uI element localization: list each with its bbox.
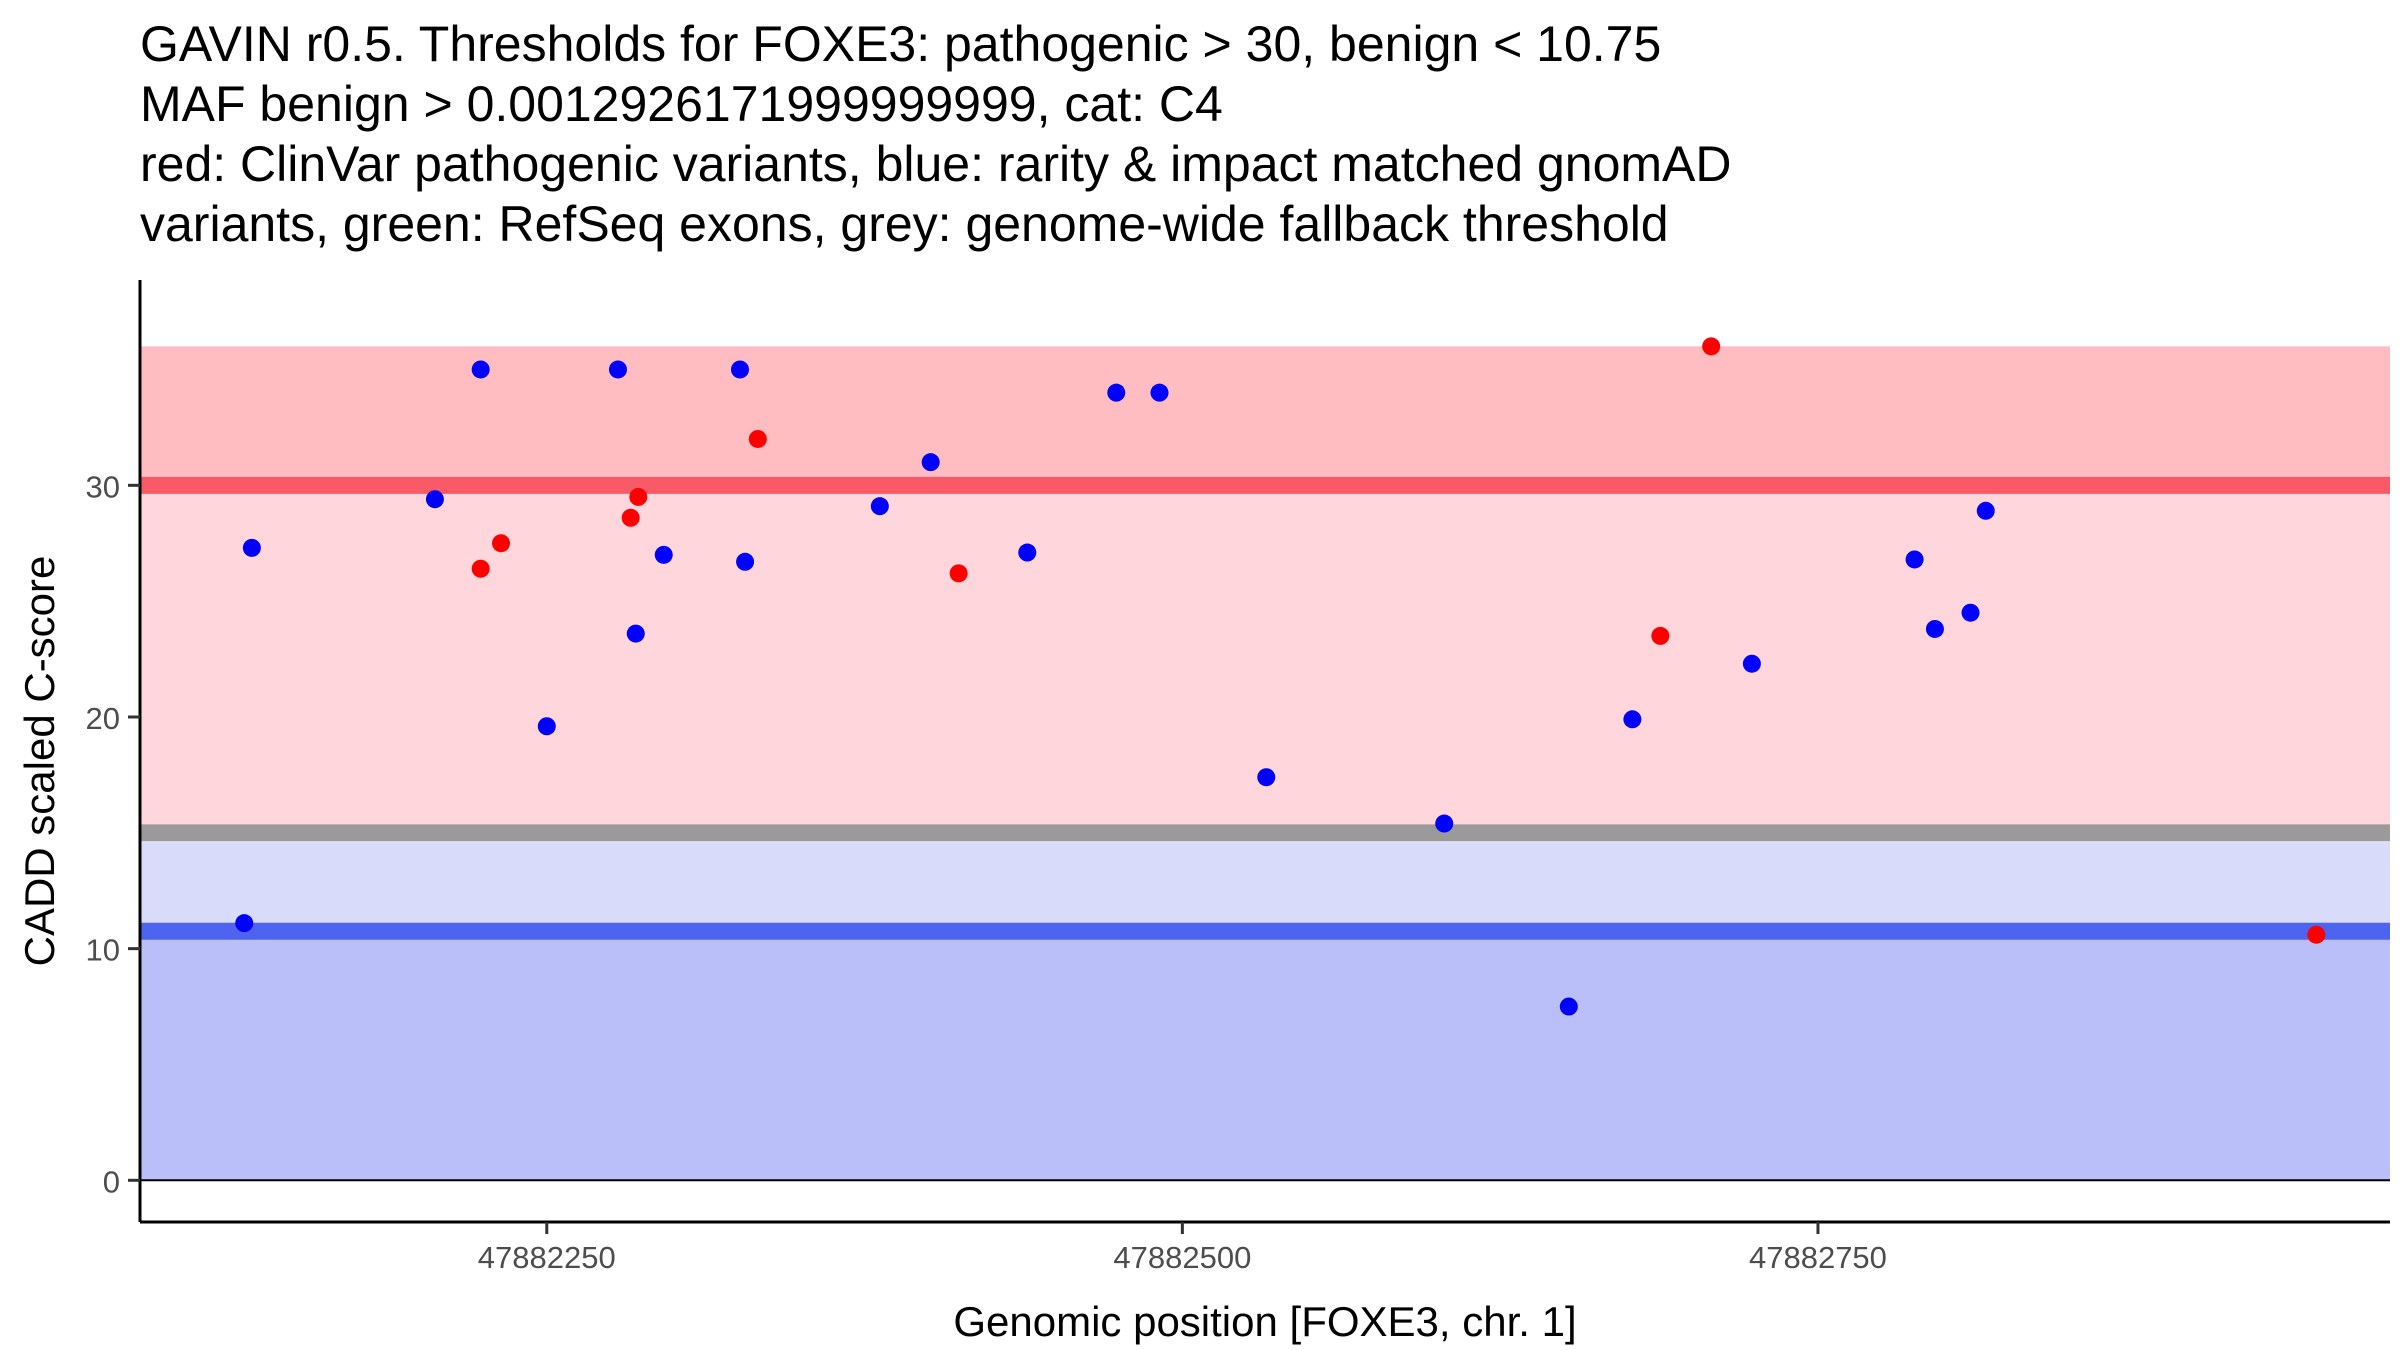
gnomad-point-21 [1925, 619, 1944, 638]
gnomad-point-1 [242, 538, 261, 557]
clinvar-point-6 [1651, 626, 1670, 645]
clinvar-point-3 [629, 487, 648, 506]
threshold-lines [140, 476, 2390, 1182]
x-axis-label: Genomic position [FOXE3, chr. 1] [953, 1298, 1576, 1345]
threshold-regions [140, 346, 2390, 1181]
clinvar-point-8 [2307, 925, 2326, 944]
clinvar-point-4 [748, 429, 767, 448]
x-tick-label-2: 47882750 [1749, 1240, 1887, 1275]
data-points [235, 337, 2326, 1016]
gnomad-point-5 [608, 360, 627, 379]
gnomad-point-23 [1976, 501, 1995, 520]
clinvar-point-0 [471, 559, 490, 578]
pathogenic-region [140, 346, 2390, 486]
axes: 0 10 20 30 47882250 47882500 47882750 [86, 280, 2390, 1275]
gnomad-point-2 [425, 490, 444, 509]
chart-title-line-1: GAVIN r0.5. Thresholds for FOXE3: pathog… [140, 16, 1662, 72]
gnomad-point-12 [1018, 543, 1037, 562]
gnomad-point-10 [870, 497, 889, 516]
gnomad-point-18 [1623, 710, 1642, 729]
benign-region [140, 931, 2390, 1181]
gnomad-point-13 [1107, 383, 1126, 402]
chart-title-line-3: red: ClinVar pathogenic variants, blue: … [140, 136, 1732, 192]
gnomad-point-8 [731, 360, 749, 379]
clinvar-point-7 [1702, 337, 1721, 356]
y-tick-label-0: 0 [103, 1164, 120, 1199]
gnomad-point-4 [537, 717, 556, 736]
y-tick-label-1: 10 [86, 933, 120, 968]
y-tick-label-2: 20 [86, 701, 120, 736]
gnomad-point-22 [1961, 603, 1980, 622]
gnomad-point-9 [736, 552, 755, 571]
fallback-benign-region [140, 842, 2390, 932]
gnomad-point-14 [1150, 383, 1169, 402]
y-tick-label-3: 30 [86, 469, 120, 504]
gnomad-point-17 [1559, 997, 1578, 1016]
gnomad-point-16 [1435, 814, 1454, 833]
gnomad-point-20 [1905, 550, 1924, 569]
gnomad-point-11 [921, 453, 940, 472]
chart-title-line-2: MAF benign > 0.0012926171999999999, cat:… [140, 76, 1223, 132]
gnomad-point-3 [471, 360, 490, 379]
gnomad-point-7 [654, 545, 673, 564]
x-tick-label-1: 47882500 [1113, 1240, 1251, 1275]
chart-title: GAVIN r0.5. Thresholds for FOXE3: pathog… [140, 14, 1731, 254]
clinvar-point-1 [492, 534, 511, 553]
chart-title-line-4: variants, green: RefSeq exons, grey: gen… [140, 196, 1669, 252]
x-tick-label-0: 47882250 [478, 1240, 616, 1275]
gnomad-point-15 [1257, 768, 1276, 787]
y-axis-label: CADD scaled C-score [16, 556, 63, 967]
gnomad-point-19 [1742, 654, 1761, 673]
gnomad-point-6 [626, 624, 645, 643]
gnomad-point-0 [235, 914, 254, 933]
clinvar-point-2 [621, 508, 640, 527]
clinvar-point-5 [949, 564, 968, 583]
